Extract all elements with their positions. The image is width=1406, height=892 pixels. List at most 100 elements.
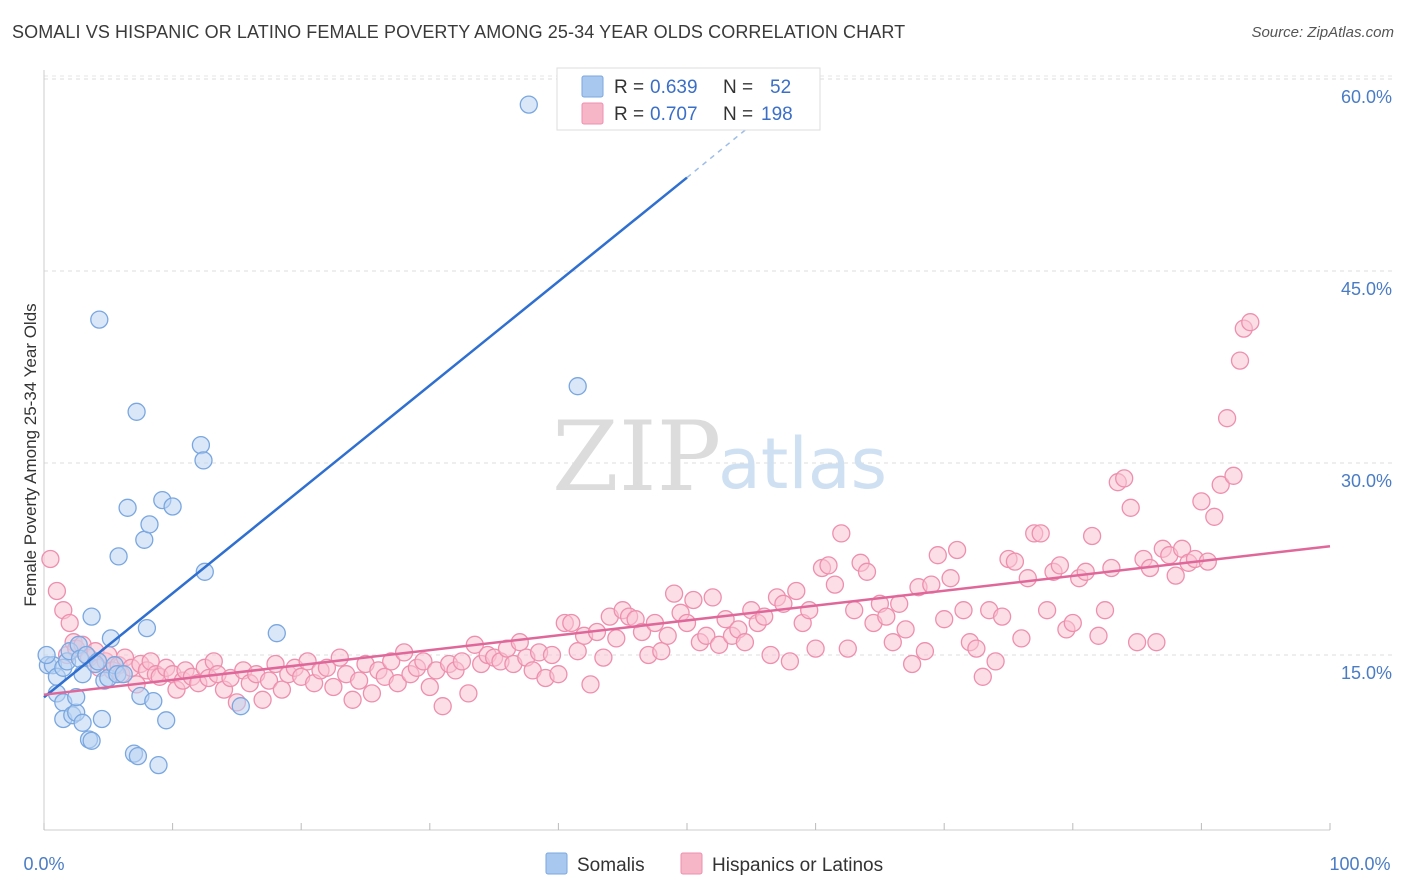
hispanic-point — [1037, 601, 1057, 620]
bottom-legend-swatch-hispanics — [680, 852, 703, 875]
somali-point — [194, 451, 213, 470]
hispanic-point — [1192, 492, 1211, 511]
hispanic-point — [780, 652, 800, 671]
hispanic-point — [41, 549, 60, 569]
x-axis-ticks — [43, 823, 1331, 830]
hispanic-point — [954, 601, 973, 620]
x-tick-label-min: 0.0% — [23, 854, 64, 874]
somali-point — [267, 624, 286, 643]
trend-lines — [43, 124, 1331, 699]
hispanic-point — [420, 677, 439, 697]
somali-point — [82, 731, 101, 750]
hispanic-point — [1211, 475, 1230, 494]
hispanic-point — [986, 652, 1005, 671]
hispanic-point — [362, 684, 382, 703]
hispanic-point — [1063, 613, 1082, 633]
hispanic-point — [1147, 633, 1166, 652]
somali-point — [568, 377, 587, 396]
hispanic-point — [697, 626, 716, 645]
hispanic-point — [800, 601, 819, 620]
hispanic-point — [709, 635, 729, 654]
hispanic-point — [967, 639, 986, 658]
somali-point — [114, 665, 133, 684]
hispanic-point — [324, 677, 343, 697]
somali-point — [137, 618, 157, 638]
legend-box: R = 0.639 N = 52 R = 0.707 N = 198 — [556, 67, 821, 131]
hispanic-point — [414, 652, 433, 671]
hispanic-point — [1031, 524, 1050, 543]
hispanic-point — [1217, 409, 1237, 428]
somali-point — [195, 562, 214, 581]
legend-r-label-hispanics: R = — [614, 104, 644, 125]
hispanic-point — [806, 639, 825, 658]
hispanic-point — [677, 613, 697, 633]
legend-swatch-somalis — [581, 75, 604, 98]
hispanic-point — [832, 524, 851, 543]
hispanic-point — [947, 540, 967, 560]
hispanic-point — [1050, 556, 1070, 575]
hispanic-point — [787, 581, 806, 601]
legend-r-value-hispanics: 0.707 — [650, 104, 698, 125]
legend-r-label-somalis: R = — [614, 77, 644, 98]
somali-point — [37, 645, 56, 665]
legend-n-label-somalis: N = — [723, 77, 753, 98]
somali-point — [163, 497, 182, 516]
hispanic-point — [684, 590, 703, 610]
y-tick-label: 30.0% — [1341, 471, 1392, 491]
hispanic-point — [388, 674, 407, 693]
somali-point — [82, 607, 101, 626]
hispanic-point — [594, 648, 613, 667]
hispanic-point — [510, 633, 529, 652]
bottom-legend: Somalis Hispanics or Latinos — [545, 852, 883, 876]
somali-point — [191, 435, 211, 455]
hispanic-point — [1012, 629, 1031, 648]
hispanic-point — [330, 648, 349, 667]
hispanic-point — [1082, 526, 1102, 546]
y-tick-label: 60.0% — [1341, 87, 1392, 107]
somali-point — [101, 629, 121, 648]
y-tick-label: 45.0% — [1341, 279, 1392, 299]
hispanic-point — [343, 690, 362, 709]
hispanic-trend-line — [43, 544, 1331, 696]
hispanic-point — [1166, 566, 1185, 585]
bottom-legend-swatch-somalis — [545, 852, 568, 875]
hispanic-point — [838, 639, 857, 658]
legend-swatch-hispanics — [581, 102, 604, 125]
somali-point — [118, 498, 137, 517]
hispanic-point — [259, 671, 279, 690]
somali-trend-line — [43, 176, 688, 699]
somali-point — [128, 746, 148, 766]
hispanic-point — [1005, 552, 1025, 571]
hispanic-point — [1127, 633, 1147, 652]
hispanic-point — [825, 575, 845, 594]
y-axis-label: Female Poverty Among 25-34 Year Olds — [21, 303, 40, 606]
somali-point — [135, 530, 154, 549]
legend-n-value-hispanics: 198 — [761, 104, 793, 125]
y-tick-label: 15.0% — [1341, 663, 1392, 683]
somali-point — [90, 310, 109, 329]
hispanic-point — [761, 645, 780, 665]
hispanic-point — [568, 642, 587, 661]
watermark-atlas: atlas — [718, 423, 887, 505]
hispanic-point — [896, 620, 915, 639]
hispanic-point — [253, 690, 272, 709]
somali-point — [88, 652, 108, 671]
somali-point — [144, 691, 163, 711]
bottom-legend-label-somalis: Somalis — [577, 855, 645, 876]
somali-point — [140, 515, 159, 534]
hispanic-point — [1076, 562, 1095, 581]
hispanic-point — [581, 675, 600, 694]
somali-point — [67, 688, 86, 707]
hispanic-point — [382, 652, 401, 671]
hispanic-point — [877, 607, 896, 626]
somali-point — [109, 547, 128, 566]
hispanic-point — [549, 665, 568, 684]
hispanic-point — [1205, 507, 1224, 526]
legend-r-value-somalis: 0.639 — [650, 77, 698, 98]
hispanic-point — [992, 607, 1012, 626]
somali-point — [149, 755, 168, 775]
somali-point — [73, 713, 92, 732]
hispanic-point — [60, 613, 79, 633]
hispanic-point — [1102, 558, 1121, 578]
x-tick-label-max: 100.0% — [1329, 854, 1390, 874]
